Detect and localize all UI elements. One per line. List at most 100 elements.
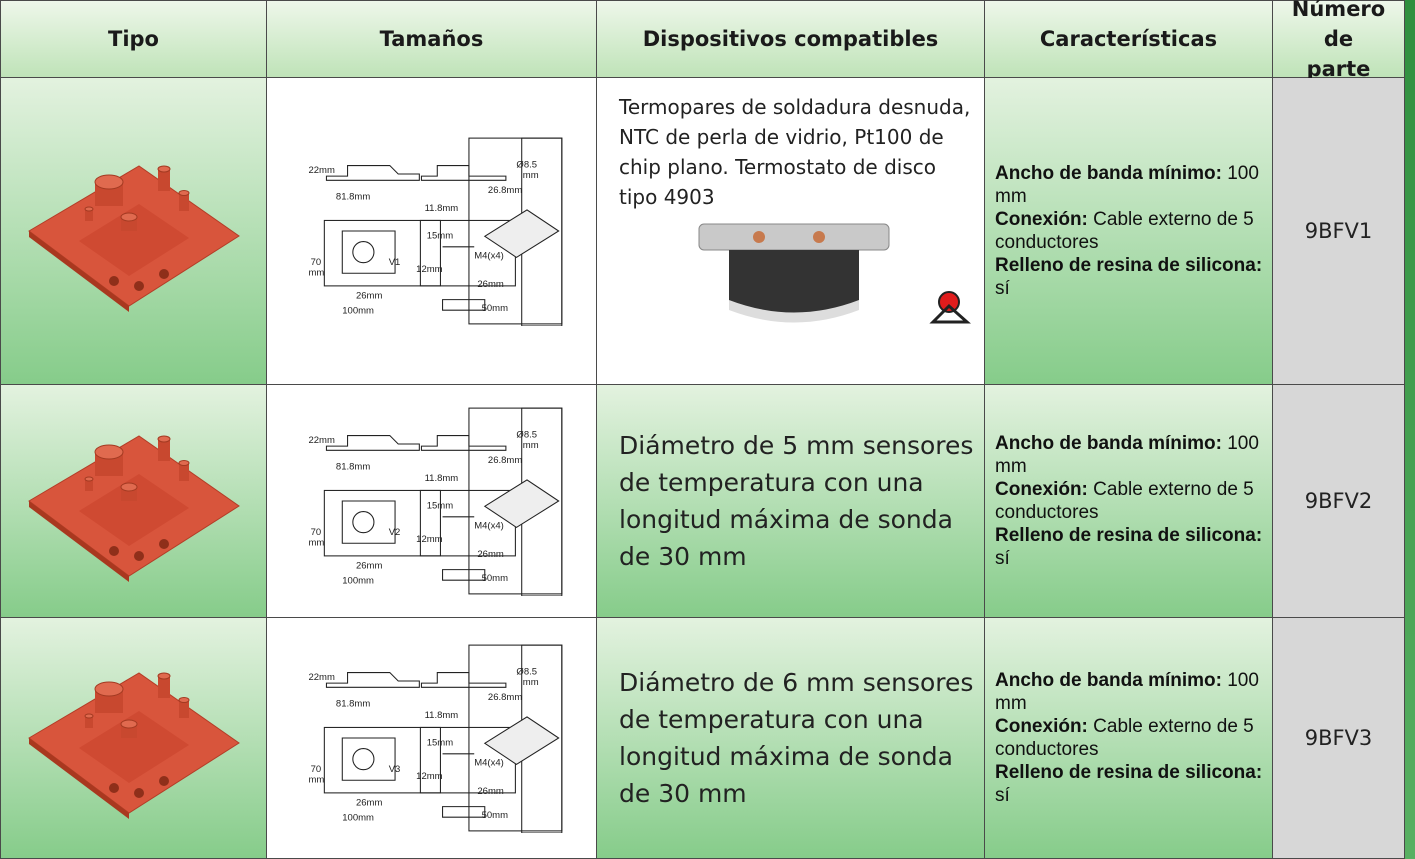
feature: Relleno de resina de silicona: sí [995, 524, 1266, 570]
dimension-drawing: 22mm Ø8.5mm81.8mm26.8mm11.8mm70mmV315mmM4… [308, 644, 562, 833]
hole [133, 281, 144, 291]
boss-top [94, 444, 123, 460]
hole [158, 539, 169, 549]
type-cell [0, 78, 267, 385]
dimension-label: 26mm [356, 561, 382, 572]
frame [323, 726, 441, 794]
frame [323, 489, 441, 557]
hole [108, 546, 119, 556]
dimension-label: 15mm [426, 230, 452, 241]
feature: Conexión: Cable externo de 5 conductores [995, 478, 1266, 524]
dimension-label: 11.8mm [424, 710, 458, 721]
devices-text: Diámetro de 5 mm sensores de temperatura… [619, 431, 974, 571]
thermostat-image [698, 223, 971, 324]
body [729, 250, 859, 318]
feature-text: 100 mm [995, 670, 1259, 714]
features-list: Ancho de banda mínimo: 100 mm Conexión: C… [995, 432, 1266, 570]
hole [158, 776, 169, 786]
dimension-label: 26mm [356, 798, 382, 809]
part-image [27, 165, 240, 312]
edge-strip [1405, 0, 1415, 859]
dimension-label: 50mm [481, 303, 507, 314]
feature-text: Cable externo de 5 conductores [995, 716, 1254, 760]
feature-label: Relleno de resina de silicona: [995, 255, 1263, 276]
header-cell: Características [985, 0, 1273, 78]
feature-text: 100 mm [995, 433, 1259, 477]
boss-top [120, 212, 137, 222]
sizes-cell: 22mm Ø8.5 mm 81.8mm 26.8mm 11.8mm 70 mm V3 15mm M4… [267, 618, 597, 859]
dimension-label: 12mm [416, 264, 442, 275]
bracket [698, 223, 890, 251]
boss [157, 676, 170, 698]
profile [325, 435, 420, 451]
dimension-label: 70 [310, 527, 321, 538]
iso-view [483, 209, 560, 259]
frame [467, 137, 562, 325]
header-text: Tipo [108, 27, 159, 51]
dimension-label: V1 [388, 257, 400, 268]
dimension-label: Ø8.5 [516, 160, 537, 171]
housing [78, 204, 189, 276]
housing [78, 474, 189, 546]
top-view [341, 737, 396, 781]
dimension-label: 22mm [308, 435, 334, 446]
dimension-label: V3 [388, 764, 400, 775]
feature-text: sí [995, 278, 1010, 299]
feature: Relleno de resina de silicona: sí [995, 254, 1266, 300]
feature-label: Ancho de banda mínimo: [995, 433, 1222, 454]
profile [420, 165, 506, 181]
iso-view [483, 716, 560, 766]
feature-label: Conexión: [995, 716, 1088, 737]
boss-top [84, 206, 93, 212]
boss-top [157, 165, 170, 173]
feature-label: Relleno de resina de silicona: [995, 762, 1263, 783]
dimension-label: mm [522, 170, 538, 181]
frame [467, 407, 562, 595]
features-list: Ancho de banda mínimo: 100 mm Conexión: C… [995, 162, 1266, 300]
top-view [341, 230, 396, 274]
boss [84, 209, 93, 221]
boss-top [178, 190, 189, 196]
sizes-cell: 22mm Ø8.5 mm 81.8mm 26.8mm 11.8mm 70 mm V1 15mm M4… [267, 78, 597, 385]
boss-top [157, 672, 170, 680]
dimension-label: mm [522, 677, 538, 688]
feature-text: 100 mm [995, 163, 1259, 207]
plate-edge [28, 501, 129, 582]
boss-top [178, 697, 189, 703]
hole [158, 269, 169, 279]
dimension-label: 100mm [342, 305, 374, 316]
dimension-label: 81.8mm [335, 698, 369, 709]
housing [78, 711, 189, 783]
header-cell: Tipo [0, 0, 267, 78]
hole [108, 783, 119, 793]
feature: Ancho de banda mínimo: 100 mm [995, 162, 1266, 208]
dimension-label: mm [308, 537, 324, 548]
boss [178, 193, 189, 211]
boss-top [94, 174, 123, 190]
dimension-label: 26mm [477, 786, 503, 797]
type-cell [0, 385, 267, 618]
feature: Ancho de banda mínimo: 100 mm [995, 669, 1266, 715]
detail [441, 516, 485, 581]
dimension-label: 50mm [481, 810, 507, 821]
feature-text: sí [995, 785, 1010, 806]
detail [441, 246, 485, 311]
part-number: 9BFV3 [1304, 726, 1373, 750]
dimension-label: 26mm [477, 549, 503, 560]
dimension-label: M4(x4) [474, 250, 504, 261]
dimension-label: 12mm [416, 534, 442, 545]
dimension-label: M4(x4) [474, 757, 504, 768]
dimension-label: 11.8mm [424, 473, 458, 484]
dimension-label: Ø8.5 [516, 430, 537, 441]
plate-edge [28, 231, 129, 312]
profile [420, 435, 506, 451]
feature-label: Ancho de banda mínimo: [995, 670, 1222, 691]
frame [467, 644, 562, 832]
boss [157, 169, 170, 191]
feature-text: Cable externo de 5 conductores [995, 479, 1254, 523]
dimension-label: 26.8mm [487, 185, 521, 196]
header-cell: Número de parte [1273, 0, 1405, 81]
profile [325, 672, 420, 688]
hole [133, 788, 144, 798]
part-number-cell: 9BFV2 [1273, 385, 1405, 618]
